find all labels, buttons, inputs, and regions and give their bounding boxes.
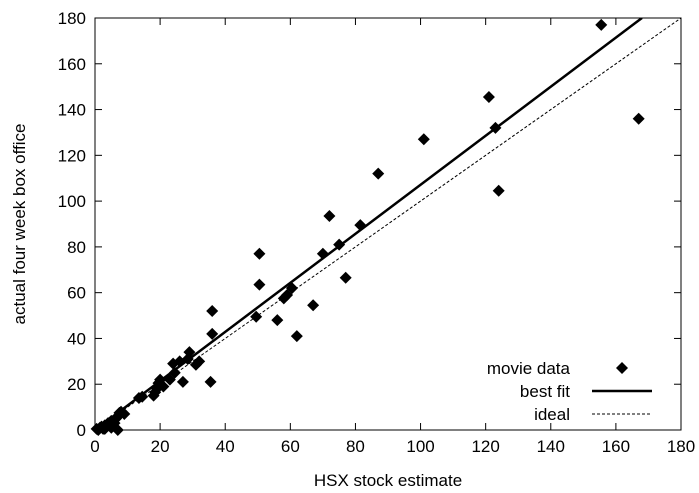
x-tick-label: 160: [602, 437, 630, 456]
data-point: [136, 390, 149, 403]
data-point: [417, 133, 430, 146]
x-tick-label: 80: [346, 437, 365, 456]
data-point: [183, 346, 196, 359]
data-point: [253, 247, 266, 260]
y-tick-label: 120: [58, 146, 86, 165]
data-points: [90, 18, 645, 436]
data-point: [250, 310, 263, 323]
x-tick-label: 100: [406, 437, 434, 456]
data-point: [285, 282, 298, 295]
data-point: [354, 219, 367, 232]
data-point: [339, 271, 352, 284]
data-point: [157, 380, 170, 393]
y-tick-label: 100: [58, 192, 86, 211]
y-tick-label: 140: [58, 101, 86, 120]
y-tick-label: 0: [77, 421, 86, 440]
data-point: [290, 330, 303, 343]
x-axis-title: HSX stock estimate: [314, 471, 462, 490]
y-tick-label: 60: [67, 284, 86, 303]
data-point: [204, 375, 217, 388]
data-point: [118, 407, 131, 420]
data-point: [206, 327, 219, 340]
x-tick-label: 140: [537, 437, 565, 456]
data-point: [168, 366, 181, 379]
data-point: [323, 209, 336, 222]
legend-label-ideal: ideal: [534, 405, 570, 424]
legend: movie data best fit ideal: [487, 359, 652, 424]
data-point: [206, 304, 219, 317]
data-point: [333, 238, 346, 251]
axis-ticks: 0 20 40 60 80 100 120 140 160 180 0 20 40 60 80 100 120 1…: [58, 9, 696, 456]
data-point: [316, 247, 329, 260]
x-tick-label: 40: [216, 437, 235, 456]
data-point: [271, 314, 284, 327]
x-tick-label: 20: [151, 437, 170, 456]
x-tick-label: 0: [90, 437, 99, 456]
x-tick-label: 60: [281, 437, 300, 456]
data-point: [307, 299, 320, 312]
y-axis-title: actual four week box office: [10, 124, 29, 325]
x-tick-label: 180: [667, 437, 695, 456]
legend-marker-movie-data: [616, 362, 628, 374]
y-tick-label: 40: [67, 329, 86, 348]
legend-label-best-fit: best fit: [520, 382, 570, 401]
data-point: [176, 375, 189, 388]
x-tick-label: 120: [471, 437, 499, 456]
y-tick-label: 160: [58, 55, 86, 74]
data-point: [253, 278, 266, 291]
data-point: [595, 18, 608, 31]
data-point: [632, 112, 645, 125]
ideal-line: [95, 18, 681, 430]
y-tick-label: 180: [58, 9, 86, 28]
y-tick-label: 80: [67, 238, 86, 257]
data-point: [482, 90, 495, 103]
legend-label-movie-data: movie data: [487, 359, 571, 378]
plot-frame: [94, 17, 682, 431]
data-point: [193, 355, 206, 368]
y-tick-label: 20: [67, 375, 86, 394]
data-point: [489, 121, 502, 134]
series-lines: [95, 18, 681, 430]
data-point: [492, 184, 505, 197]
data-point: [372, 167, 385, 180]
